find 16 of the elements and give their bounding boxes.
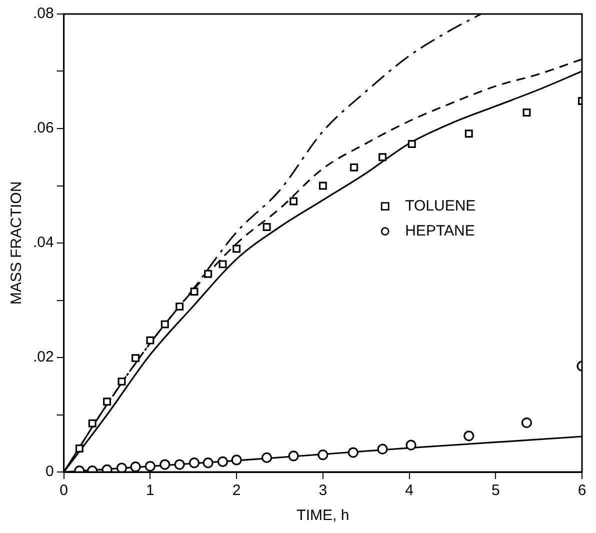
x-axis-title: TIME, h — [296, 507, 350, 524]
y-axis-title: MASS FRACTION — [8, 181, 26, 305]
x-tick-label: 1 — [146, 482, 154, 500]
legend-label: HEPTANE — [405, 222, 475, 240]
x-tick-label: 5 — [491, 482, 500, 500]
x-tick-label: 2 — [232, 482, 241, 500]
y-tick-label: .06 — [32, 120, 54, 137]
x-tick-label: 3 — [318, 482, 328, 500]
y-tick-label: .04 — [32, 234, 54, 252]
x-tick-label: 4 — [405, 482, 414, 500]
legend-label: TOLUENE — [405, 198, 476, 214]
x-tick-label: 0 — [60, 482, 68, 500]
y-tick-label: 0 — [46, 463, 54, 480]
y-tick-label: .08 — [32, 5, 54, 22]
y-tick-label: .02 — [32, 348, 54, 366]
x-tick-label: 6 — [578, 482, 586, 500]
